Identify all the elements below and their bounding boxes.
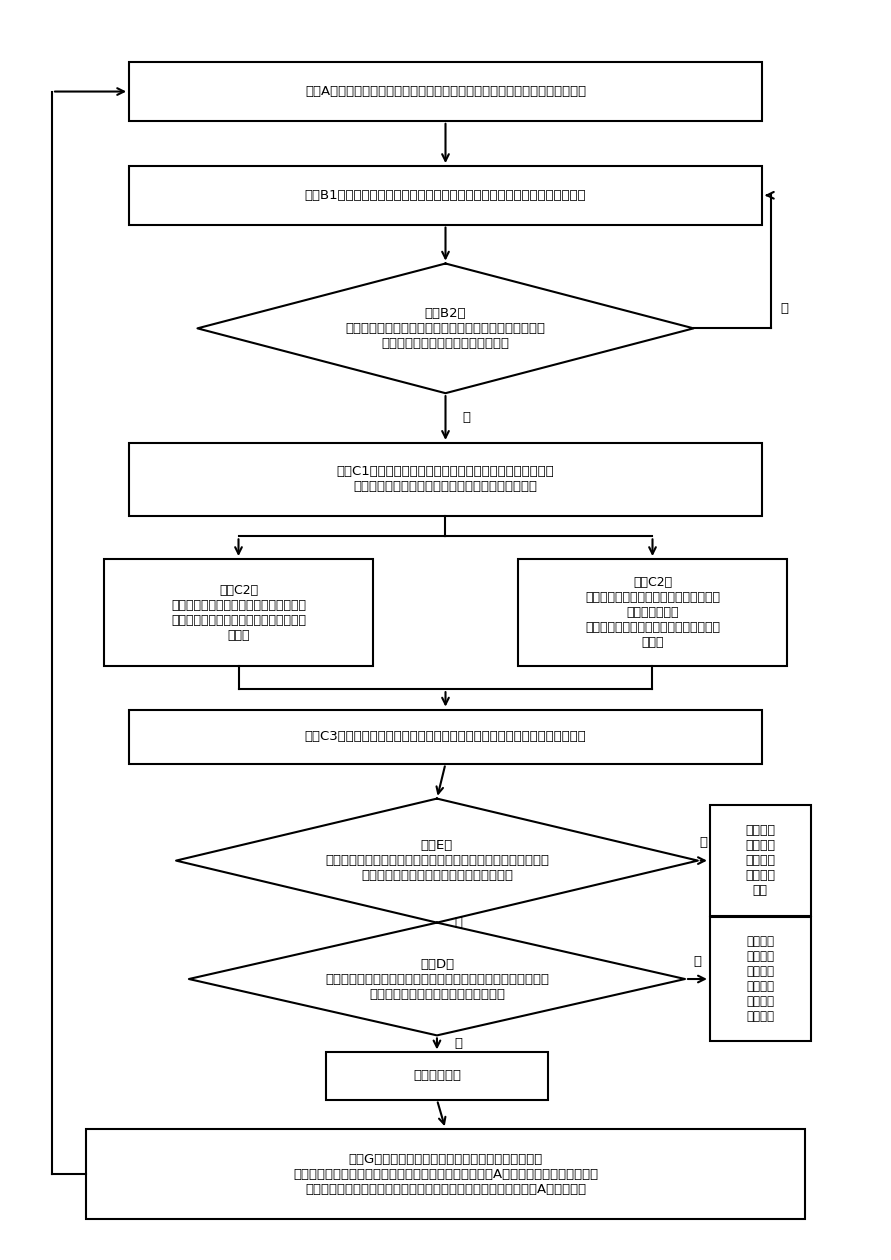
Bar (129, 62, 762, 121)
Bar (129, 709, 762, 764)
Text: 是: 是 (462, 412, 470, 425)
Text: 是: 是 (699, 837, 707, 849)
Polygon shape (176, 799, 698, 922)
Text: 步骤D：
最小的所述可见光距离小于设定可见光距离阈值，并且最小的所
述近红外距离大于设定近红外距离阈值: 步骤D： 最小的所述可见光距离小于设定可见光距离阈值，并且最小的所 述近红外距离… (325, 958, 549, 1000)
Text: 否: 否 (454, 916, 462, 929)
Bar (710, 917, 811, 1041)
Bar (129, 442, 762, 517)
Text: 步骤G：通过训练样本更新模块将认证通过的所述人脸
可见光图像设定为所述可见光训练图像并更新存储到步骤A的数据库中，将认证通过的
所述人脸近红外图像设定为所述近红: 步骤G：通过训练样本更新模块将认证通过的所述人脸 可见光图像设定为所述可见光训练… (293, 1153, 598, 1196)
Bar (326, 1052, 548, 1100)
Bar (710, 805, 811, 916)
Text: 否: 否 (454, 1037, 462, 1051)
Text: 步骤B1：通过图像采集模块同时采集待认证人头部的可见光图像和近红外图像: 步骤B1：通过图像采集模块同时采集待认证人头部的可见光图像和近红外图像 (305, 189, 586, 202)
Polygon shape (189, 922, 685, 1036)
Text: 步骤A：建立存储有已知身份人脸的可见光训练图像和近红外训练图像的数据库: 步骤A：建立存储有已知身份人脸的可见光训练图像和近红外训练图像的数据库 (305, 84, 586, 98)
Text: 步骤C3：通过归一化模块分别对所述可见光距离和所述近红外距离进行归一化: 步骤C3：通过归一化模块分别对所述可见光距离和所述近红外距离进行归一化 (305, 730, 586, 743)
Bar (103, 559, 373, 667)
Text: 步骤C2：
通过所述距离计算模块计算得出所述人脸
可见光图像与所述可见光训练图像的可见
光距离: 步骤C2： 通过所述距离计算模块计算得出所述人脸 可见光图像与所述可见光训练图像… (171, 583, 306, 641)
Text: 是: 是 (693, 955, 701, 968)
Bar (129, 166, 762, 224)
Text: 人脸认证通过: 人脸认证通过 (413, 1070, 461, 1082)
Polygon shape (198, 263, 693, 393)
Text: 认证不通
过，非活
体人脸，
判定为假
冒用户并
停止认证: 认证不通 过，非活 体人脸， 判定为假 冒用户并 停止认证 (747, 935, 774, 1023)
Text: 步骤C1：通过直方图均衡化模块将所述可见光图像中的人脸
可见光图像及所述可见光训练图像进行直方图均衡化: 步骤C1：通过直方图均衡化模块将所述可见光图像中的人脸 可见光图像及所述可见光训… (337, 465, 554, 494)
Text: 步骤E：
通过图像认证模块计算所述可见光距离与所述近红外距离的加权
和，得出的所述加权和大于设定加权和阈值: 步骤E： 通过图像认证模块计算所述可见光距离与所述近红外距离的加权 和，得出的所… (325, 839, 549, 882)
Text: 否: 否 (781, 302, 789, 315)
Text: 步骤B2：
判断是否能通过人脸检测模块同时从所述人脸可见光图像
和所述人脸近红外图像中检测到人脸: 步骤B2： 判断是否能通过人脸检测模块同时从所述人脸可见光图像 和所述人脸近红外… (346, 307, 545, 350)
Text: 步骤C2：
通过所述距离计算模块计算得出所述近红
外图像中的人脸
近红外图像与所述近红外训练图像的近红
外距离: 步骤C2： 通过所述距离计算模块计算得出所述近红 外图像中的人脸 近红外图像与所… (585, 576, 720, 649)
Text: 认证不通
过，判定
为非法用
户并停止
认证: 认证不通 过，判定 为非法用 户并停止 认证 (745, 824, 775, 897)
Bar (86, 1129, 805, 1220)
Bar (518, 559, 788, 667)
